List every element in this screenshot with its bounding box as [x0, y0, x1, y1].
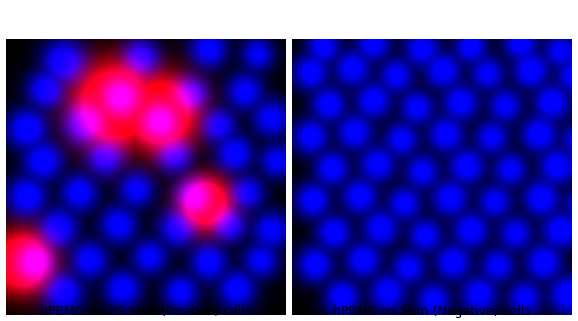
Text: hPBMC + LPS Stim (Positive) cells: hPBMC + LPS Stim (Positive) cells — [40, 305, 251, 318]
Text: hPBMC no Stim (Negative) cells: hPBMC no Stim (Negative) cells — [334, 305, 531, 318]
